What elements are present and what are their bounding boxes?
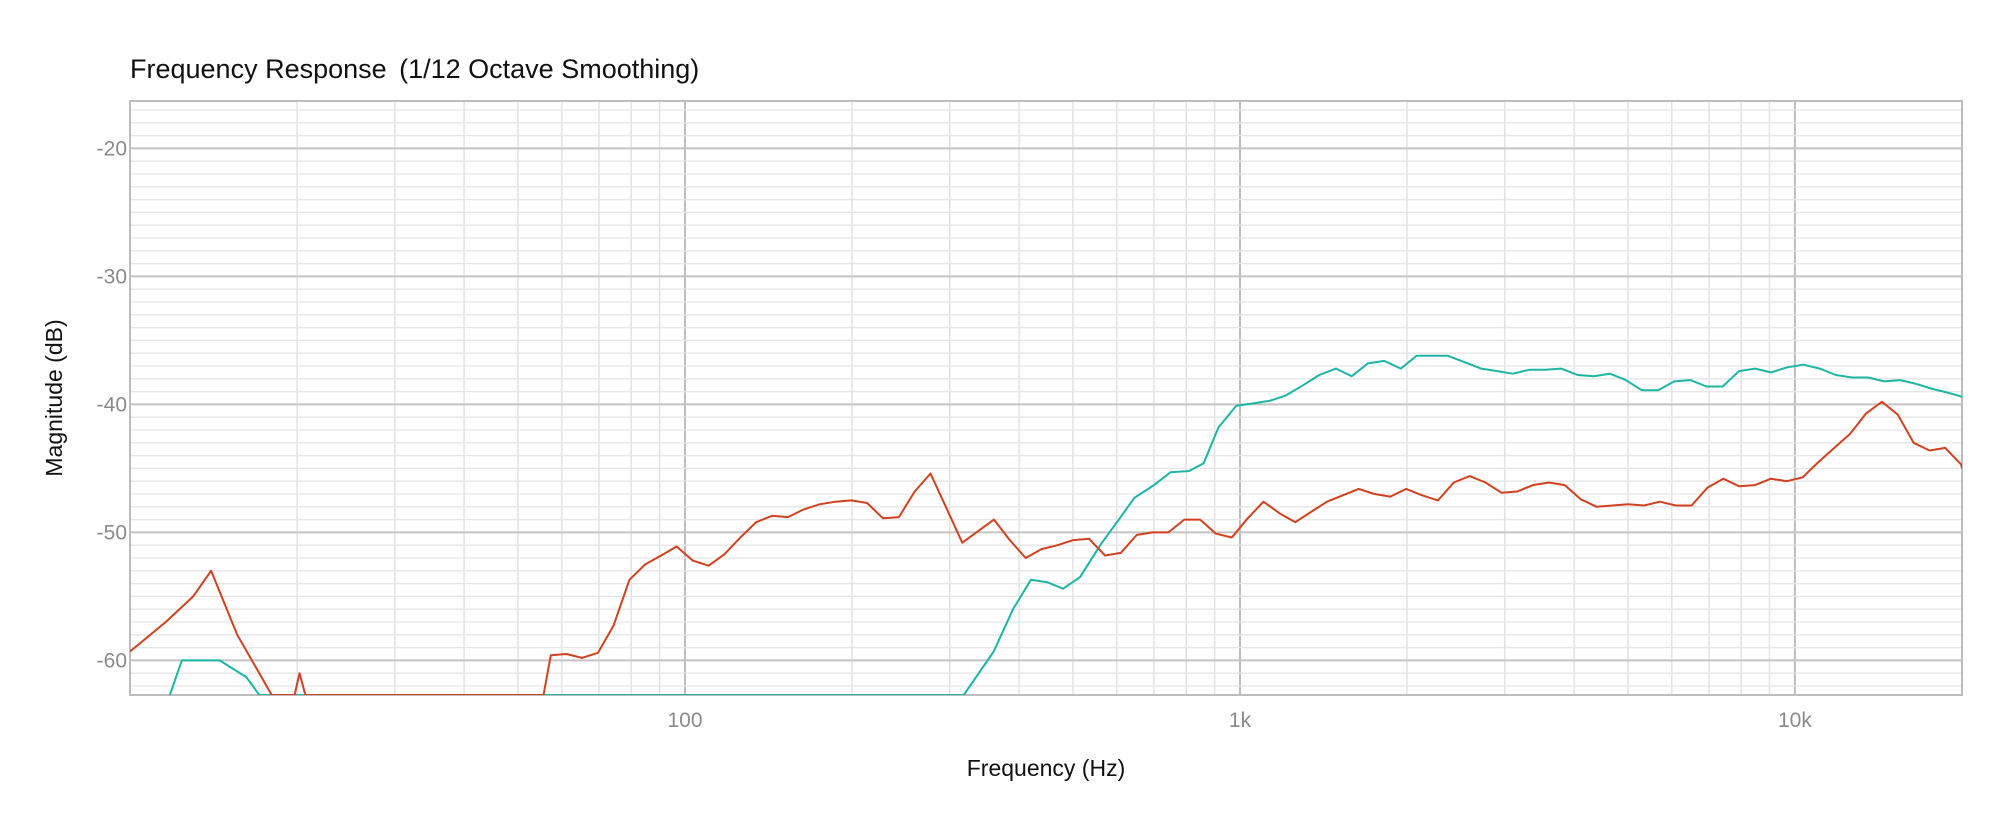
plot-area-border: [129, 100, 1963, 696]
plot-grid: [129, 101, 1963, 695]
series-line-2: [130, 400, 1962, 695]
chart-subtitle: (1/12 Octave Smoothing): [399, 54, 699, 84]
x-tick-label: 1k: [1229, 709, 1252, 732]
x-tick-label: 100: [667, 709, 702, 732]
y-axis-ticks: -20 -30 -40 -50 -60: [97, 137, 127, 672]
y-tick-label: -30: [97, 265, 127, 288]
y-tick-label: -60: [97, 649, 127, 672]
chart-title: Frequency Response (1/12 Octave Smoothin…: [130, 54, 699, 84]
x-tick-label: 10k: [1778, 709, 1812, 732]
y-tick-label: -50: [97, 521, 127, 544]
x-axis-ticks: 100 1k 10k: [667, 709, 1812, 732]
x-axis-title: Frequency (Hz): [967, 755, 1125, 781]
y-tick-label: -40: [97, 393, 127, 416]
y-tick-label: -20: [97, 137, 127, 160]
chart-title-main: Frequency Response: [130, 54, 387, 84]
series-layer: [130, 354, 1962, 695]
y-axis-title: Magnitude (dB): [41, 319, 67, 476]
series-line-1: [168, 354, 1962, 695]
